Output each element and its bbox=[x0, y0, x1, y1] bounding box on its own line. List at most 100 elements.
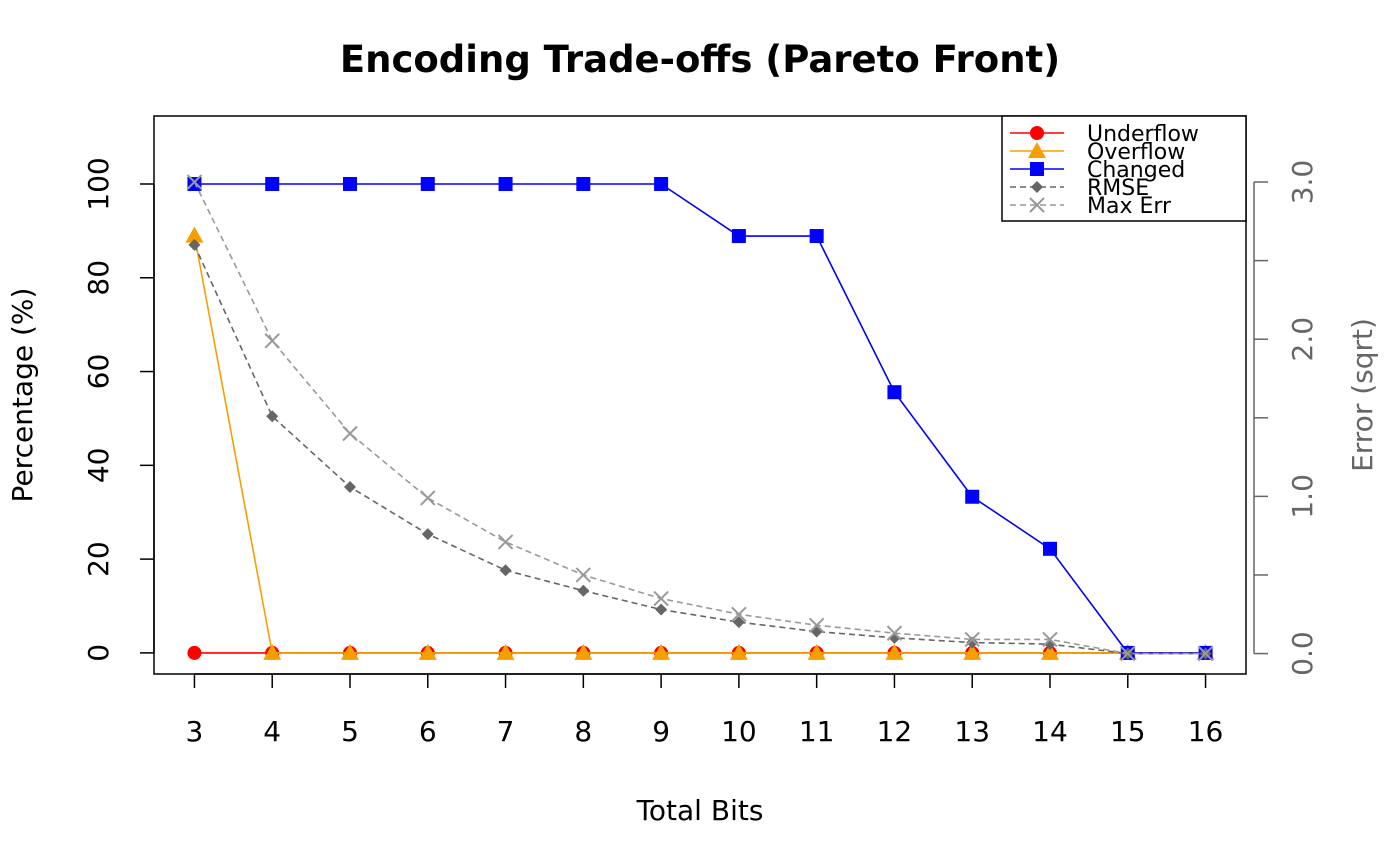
point-changed bbox=[576, 176, 591, 191]
legend-marker bbox=[1030, 126, 1044, 140]
y-tick-label: 60 bbox=[82, 354, 115, 390]
y-tick-label: 0 bbox=[82, 644, 115, 662]
point-max-err bbox=[1042, 631, 1058, 648]
y-axis-label: Percentage (%) bbox=[6, 288, 39, 503]
point-max-err bbox=[497, 534, 514, 550]
point-changed bbox=[965, 489, 980, 504]
x-tick-label: 7 bbox=[497, 715, 515, 748]
point-changed bbox=[654, 176, 669, 191]
point-overflow bbox=[418, 643, 437, 660]
x-marker-stroke bbox=[1120, 645, 1136, 662]
y2-tick-label: 2.0 bbox=[1286, 317, 1319, 362]
point-rmse bbox=[421, 528, 434, 541]
y2-axis-label: Error (sqrt) bbox=[1346, 318, 1379, 472]
x-marker-stroke bbox=[964, 631, 980, 648]
point-overflow bbox=[185, 226, 204, 243]
point-rmse bbox=[344, 480, 356, 493]
point-max-err bbox=[342, 425, 358, 442]
point-changed bbox=[731, 229, 746, 244]
point-max-err bbox=[575, 567, 592, 583]
x-marker-stroke bbox=[497, 534, 514, 550]
point-overflow bbox=[885, 643, 904, 660]
y-axis: 0 20 40 60 80 100 bbox=[82, 157, 155, 662]
point-overflow bbox=[652, 643, 671, 660]
x-tick-label: 11 bbox=[799, 715, 835, 748]
x-marker-stroke bbox=[342, 425, 358, 442]
series-line-rmse bbox=[193, 244, 1206, 655]
series-rmse bbox=[188, 238, 1212, 660]
x-marker-stroke bbox=[731, 606, 747, 622]
point-max-err bbox=[653, 590, 669, 607]
x-tick-label: 16 bbox=[1188, 715, 1224, 748]
legend-marker bbox=[1031, 181, 1043, 193]
point-rmse bbox=[655, 603, 668, 616]
legend-item: Max Err bbox=[1010, 194, 1172, 219]
point-rmse bbox=[577, 584, 590, 597]
point-overflow bbox=[1041, 643, 1059, 660]
x-marker-stroke bbox=[1029, 197, 1045, 213]
point-max-err bbox=[886, 625, 903, 641]
y-tick-label: 100 bbox=[82, 157, 115, 210]
point-overflow bbox=[729, 643, 748, 660]
x-tick-label: 4 bbox=[263, 715, 281, 748]
point-max-err bbox=[1120, 645, 1136, 662]
legend-label: Overflow bbox=[1087, 140, 1185, 165]
point-changed bbox=[1043, 541, 1057, 556]
y2-tick-label: 1.0 bbox=[1286, 474, 1319, 519]
series-line-overflow bbox=[193, 235, 1206, 654]
point-rmse bbox=[499, 564, 512, 577]
point-max-err bbox=[1197, 645, 1214, 662]
point-changed bbox=[187, 176, 202, 191]
x-marker-stroke bbox=[264, 333, 280, 349]
point-rmse bbox=[188, 238, 201, 251]
series-max-err bbox=[186, 174, 1214, 662]
x-tick-label: 15 bbox=[1110, 715, 1146, 748]
y-tick-label: 20 bbox=[82, 541, 115, 577]
series-line-max-err bbox=[193, 181, 1206, 655]
legend-item: Overflow bbox=[1010, 140, 1185, 165]
point-overflow bbox=[496, 643, 515, 660]
point-overflow bbox=[807, 643, 826, 660]
x-tick-label: 9 bbox=[652, 715, 670, 748]
point-rmse bbox=[810, 625, 823, 638]
legend-label: RMSE bbox=[1087, 176, 1149, 201]
y-tick-label: 80 bbox=[82, 260, 115, 296]
point-rmse bbox=[732, 616, 745, 629]
x-tick-label: 14 bbox=[1032, 715, 1068, 748]
point-max-err bbox=[420, 490, 436, 506]
point-overflow bbox=[574, 643, 593, 660]
point-max-err bbox=[731, 606, 747, 622]
x-tick-label: 13 bbox=[954, 715, 990, 748]
y2-axis: 0.0 1.0 2.0 3.0 bbox=[1253, 160, 1319, 676]
series-layer bbox=[185, 174, 1215, 662]
point-rmse bbox=[266, 410, 279, 423]
point-changed bbox=[809, 229, 824, 244]
point-max-err bbox=[808, 617, 825, 633]
x-tick-label: 12 bbox=[877, 715, 913, 748]
y-tick-label: 40 bbox=[82, 448, 115, 484]
legend-item: Underflow bbox=[1010, 122, 1199, 147]
point-max-err bbox=[186, 174, 203, 190]
point-overflow bbox=[263, 643, 282, 660]
x-axis: 3 4 5 6 7 8 9 10 11 12 13 14 15 16 bbox=[186, 673, 1224, 748]
y2-tick-label: 0.0 bbox=[1286, 631, 1319, 676]
point-changed bbox=[420, 176, 435, 191]
legend-marker bbox=[1029, 197, 1045, 213]
point-overflow bbox=[963, 643, 982, 660]
x-tick-label: 6 bbox=[419, 715, 437, 748]
legend-label: Underflow bbox=[1087, 122, 1199, 147]
legend-label: Max Err bbox=[1087, 194, 1172, 219]
x-marker-stroke bbox=[420, 490, 436, 506]
point-changed bbox=[498, 176, 513, 191]
chart-title: Encoding Trade-offs (Pareto Front) bbox=[340, 38, 1060, 81]
x-marker-stroke bbox=[653, 590, 669, 607]
point-max-err bbox=[964, 631, 980, 648]
x-marker-stroke bbox=[886, 625, 903, 641]
x-marker-stroke bbox=[1042, 631, 1058, 648]
legend-item: Changed bbox=[1010, 158, 1185, 183]
x-tick-label: 10 bbox=[721, 715, 757, 748]
legend-item: RMSE bbox=[1010, 176, 1149, 201]
x-tick-label: 8 bbox=[574, 715, 592, 748]
